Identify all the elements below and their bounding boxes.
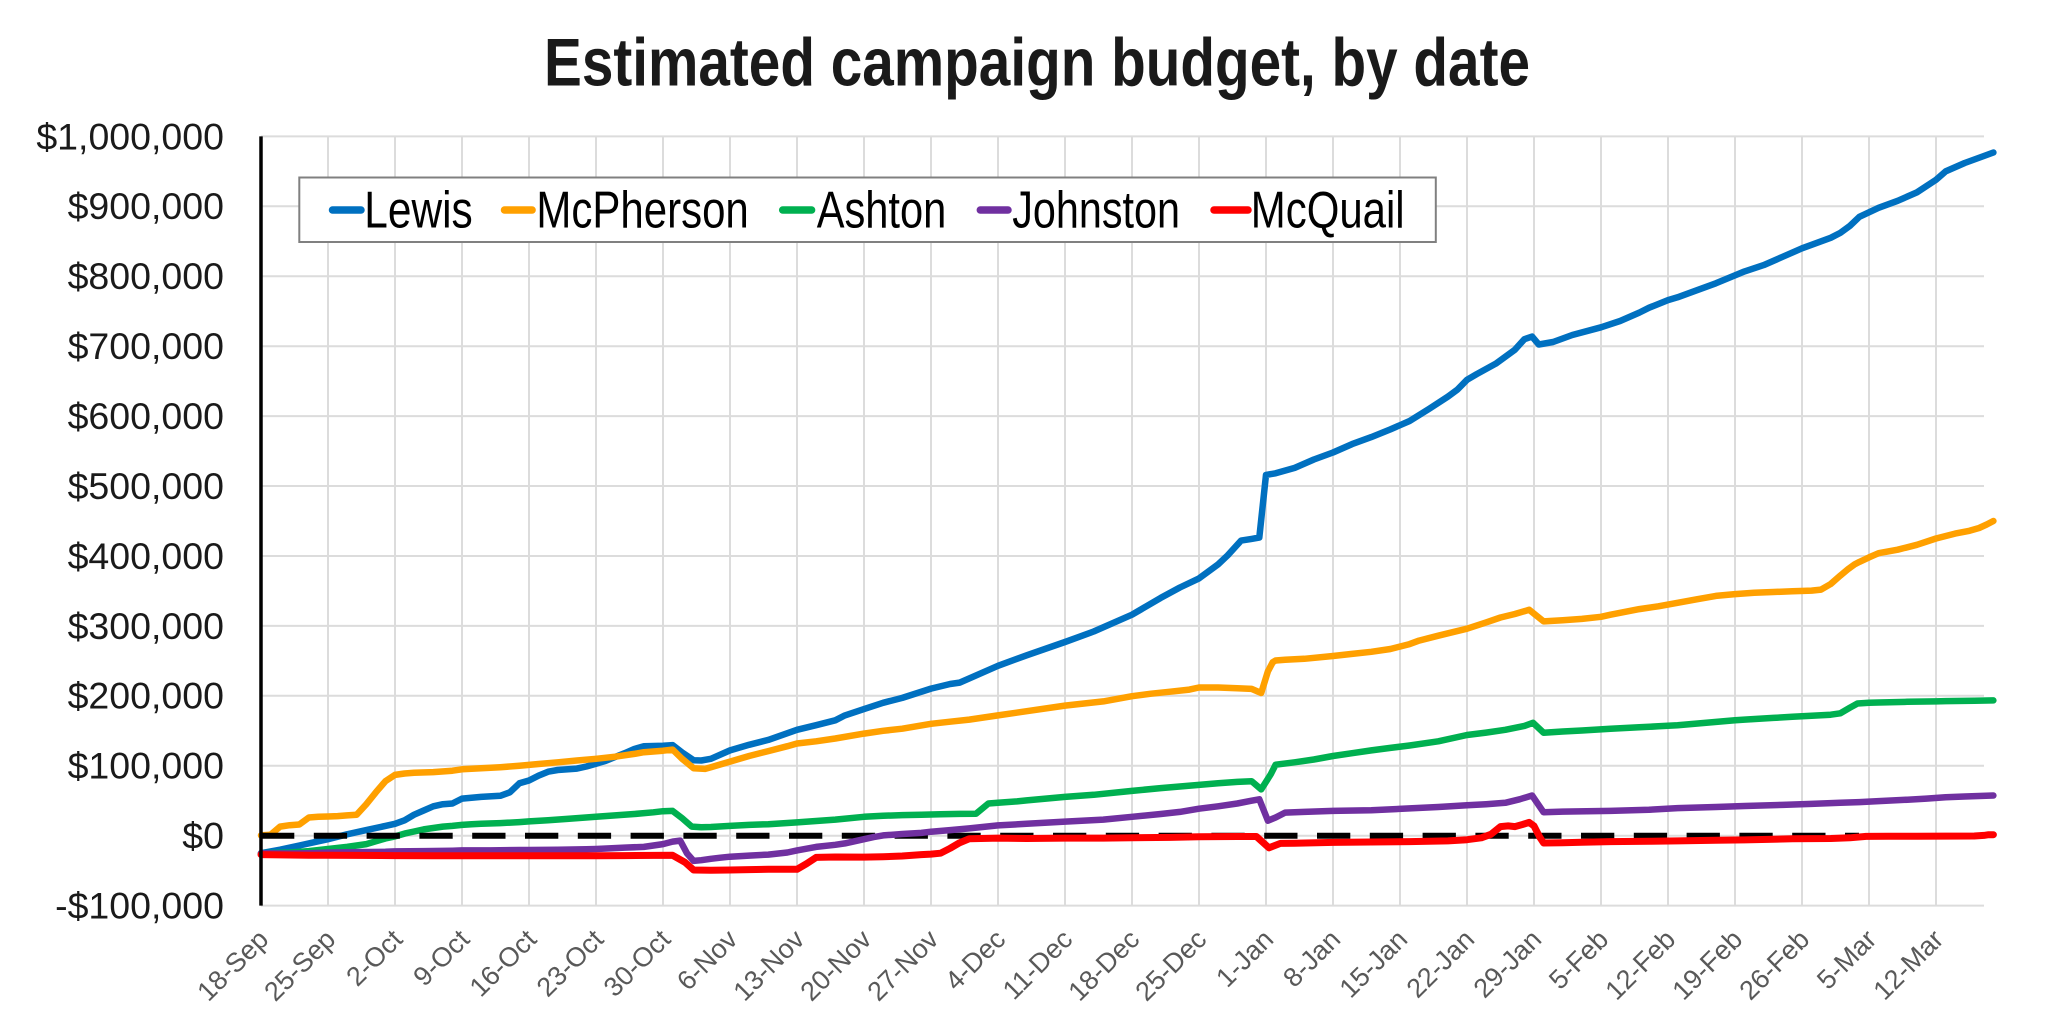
svg-text:$100,000: $100,000 bbox=[68, 745, 224, 787]
svg-text:$800,000: $800,000 bbox=[68, 255, 224, 297]
svg-text:$700,000: $700,000 bbox=[68, 325, 224, 367]
svg-text:$600,000: $600,000 bbox=[68, 395, 224, 437]
svg-text:$500,000: $500,000 bbox=[68, 465, 224, 507]
svg-text:$200,000: $200,000 bbox=[68, 675, 224, 717]
svg-text:McPherson: McPherson bbox=[536, 182, 748, 240]
svg-text:$0: $0 bbox=[182, 815, 224, 857]
svg-text:-$100,000: -$100,000 bbox=[55, 885, 224, 927]
svg-text:Lewis: Lewis bbox=[364, 182, 472, 240]
svg-text:$300,000: $300,000 bbox=[68, 605, 224, 647]
svg-text:$900,000: $900,000 bbox=[68, 185, 224, 227]
svg-text:$400,000: $400,000 bbox=[68, 535, 224, 577]
svg-text:McQuail: McQuail bbox=[1251, 182, 1405, 240]
svg-text:Johnston: Johnston bbox=[1012, 182, 1180, 240]
svg-text:$1,000,000: $1,000,000 bbox=[36, 115, 224, 157]
svg-text:Estimated campaign budget, by: Estimated campaign budget, by date bbox=[544, 25, 1530, 101]
svg-text:Ashton: Ashton bbox=[817, 182, 947, 240]
